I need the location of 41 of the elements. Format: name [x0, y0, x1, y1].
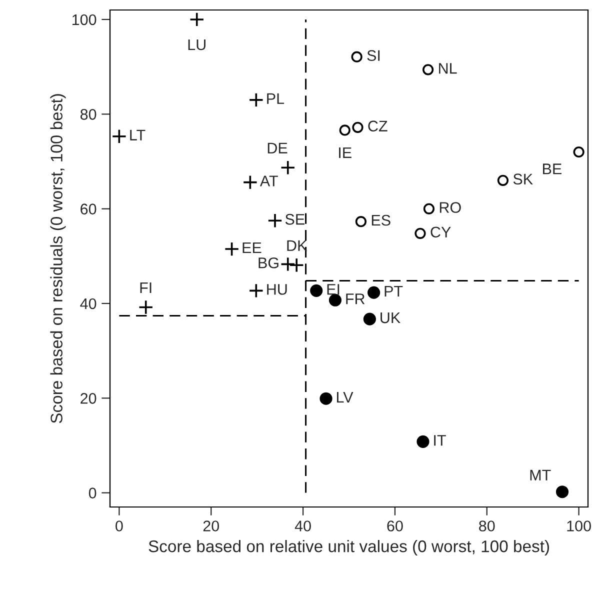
- annotation: HU: [267, 284, 287, 295]
- annotation: DK: [287, 240, 308, 251]
- annotation: CZ: [368, 120, 388, 132]
- annotation: RO: [440, 202, 461, 213]
- annotation: BE: [543, 164, 562, 174]
- annotation: IE: [339, 147, 352, 158]
- x-axis-title: Score based on relative unit values (0 worst, 100 best): [148, 540, 550, 556]
- y-tick-label: 100: [72, 14, 96, 26]
- annotation: EI: [327, 284, 340, 295]
- y-axis-title: Score based on residuals (0 worst, 100 best): [50, 94, 66, 424]
- annotation: SI: [367, 50, 380, 61]
- annotation: IT: [434, 435, 446, 446]
- annotation: PL: [267, 93, 284, 104]
- annotation: CY: [430, 226, 451, 238]
- y-tick-label: 20: [80, 393, 96, 404]
- annotation: DE: [268, 142, 288, 154]
- annotation: UK: [380, 312, 400, 324]
- annotation: AT: [260, 176, 278, 186]
- x-tick-label: 80: [479, 520, 495, 532]
- y-tick-label: 40: [80, 298, 96, 310]
- annotation: BG: [258, 257, 278, 268]
- annotation: ES: [372, 214, 390, 226]
- annotation: FI: [140, 282, 152, 293]
- annotation: SE: [285, 214, 304, 225]
- x-tick-label: 20: [203, 520, 220, 532]
- y-tick-label: 0: [88, 488, 96, 498]
- annotation: EE: [242, 242, 262, 253]
- x-tick-label: 40: [294, 520, 311, 532]
- x-tick-label: 60: [387, 520, 403, 532]
- annotation: PT: [384, 286, 403, 297]
- x-tick-label: 0: [116, 520, 123, 532]
- y-tick-label: 80: [80, 109, 96, 120]
- y-tick-label: 60: [80, 204, 96, 214]
- annotation: LT: [130, 130, 146, 140]
- annotation: MT: [530, 470, 551, 480]
- annotation: NL: [439, 63, 457, 74]
- x-tick-label: 100: [567, 520, 591, 532]
- annotation: LU: [188, 39, 206, 50]
- annotation: FR: [346, 294, 365, 304]
- annotation: LV: [336, 392, 354, 403]
- annotation: SK: [513, 174, 533, 184]
